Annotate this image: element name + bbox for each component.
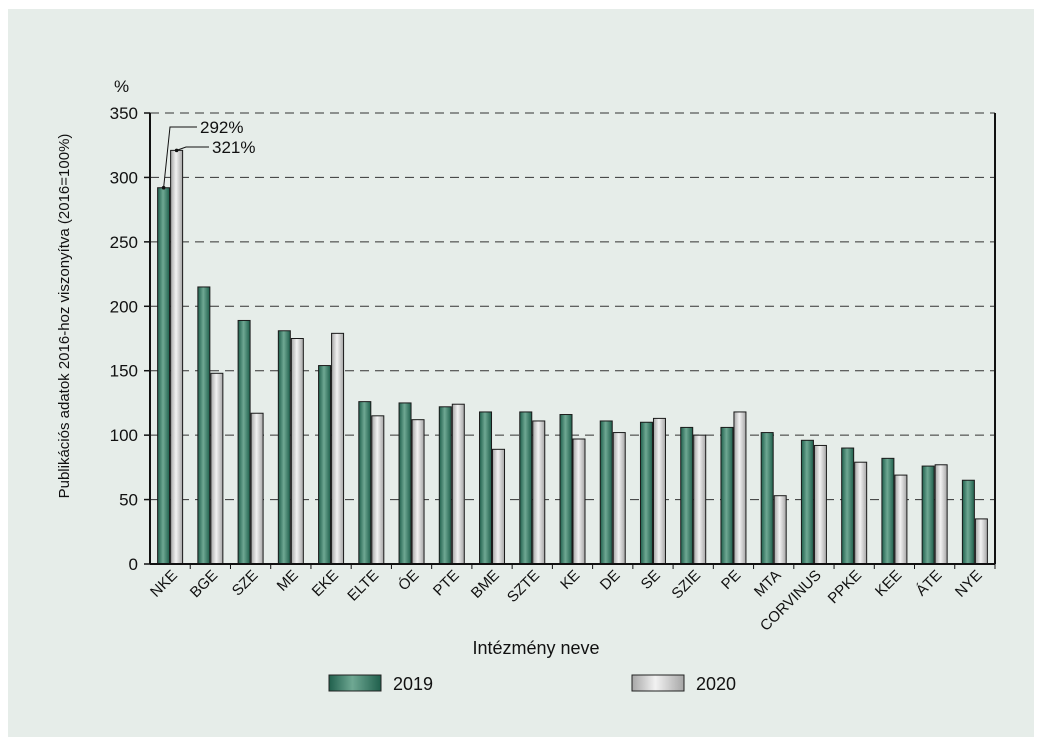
bar-2020-KE [572,438,586,565]
bar-2020-SZIE [693,434,707,565]
bar-2019-ME [277,330,291,565]
bar-2020-CORVINUS [813,444,827,565]
annotation-leader [176,146,209,151]
bar-2020-BME [492,448,506,565]
y-tick-label: 350 [110,104,138,123]
y-axis-title: Publikációs adatok 2016-hoz viszonyítva … [56,134,73,499]
y-axis-ticks: 0 50 100 150 200 250 300 350 [110,104,150,574]
bar-2019-CORVINUS [800,439,814,565]
bar-2019-NYE [961,479,975,565]
x-tick-label: ELTE [344,567,382,605]
bar-2019-SE [639,421,653,565]
bar-2020-BGE [210,372,224,565]
bar-2019-PE [720,426,734,565]
bar-2019-KE [559,414,573,565]
bar-2020-SZTE [532,420,546,565]
x-tick-label: BGE [187,567,221,601]
annotation-dot [161,185,166,190]
x-tick-label: ÁTE [913,567,946,600]
y-tick-label: 300 [110,168,138,187]
bars [157,149,988,565]
x-axis-title: Intézmény neve [472,638,599,658]
y-unit-label: % [114,77,129,96]
bar-2019-SZIE [680,426,694,565]
bar-2020-DE [612,432,626,565]
bar-2020-PPKE [854,461,868,565]
annotation-label: 292% [200,118,243,137]
axes [149,113,996,565]
x-tick-label: SZE [229,567,262,600]
bar-2020-ÓE [411,419,425,565]
bar-2020-SZE [250,412,264,565]
annotations: 292%321% [161,118,255,190]
x-tick-label: KE [557,567,583,593]
y-tick-label: 200 [110,297,138,316]
x-tick-label: NKE [147,567,181,601]
bar-2019-SZE [237,319,251,565]
bar-2020-EKE [331,332,345,565]
bar-2019-KEE [881,457,895,565]
x-tick-label: EKE [309,567,342,600]
bar-2019-ÓE [398,402,412,565]
legend: 2019 2020 [328,674,736,694]
bar-2019-ELTE [358,401,372,565]
x-axis-ticks: NKE BGE SZE ME EKE ELTE ÓE PTE BME SZTE KE DE SE SZIE… [147,564,996,635]
y-tick-label: 0 [129,555,138,574]
x-tick-label: SZIE [668,567,704,603]
bar-2019-PPKE [841,447,855,565]
bar-2019-ÁTE [921,465,935,565]
annotation-dot [174,148,179,153]
x-tick-label: PTE [430,567,463,600]
x-tick-label: DE [597,567,624,594]
bar-2019-SZTE [519,411,533,565]
bar-2019-NKE [157,187,171,565]
bar-2020-NKE [170,149,184,565]
bar-2019-EKE [318,365,332,565]
bar-2019-MTA [760,432,774,565]
annotation-label: 321% [212,138,255,157]
bar-2020-SE [652,417,666,565]
bar-2020-ME [290,338,304,565]
bar-2020-PE [733,411,747,565]
bar-2020-MTA [773,495,787,565]
bar-2019-BGE [197,286,211,565]
x-tick-label: NYE [952,567,986,601]
legend-swatch-2019 [328,674,382,692]
bar-2020-ÁTE [934,464,948,565]
x-tick-label: BME [468,567,503,602]
bar-2019-DE [599,420,613,565]
x-tick-label: ME [274,567,302,595]
legend-label-2020: 2020 [696,674,736,694]
bar-2020-PTE [451,403,465,565]
bar-2020-NYE [974,518,988,565]
x-tick-label: PPKE [825,567,865,607]
y-tick-label: 50 [119,491,138,510]
bar-2020-KEE [894,474,908,565]
y-tick-label: 150 [110,362,138,381]
bar-2020-ELTE [371,415,385,565]
x-tick-label: ÓE [395,567,422,594]
legend-label-2019: 2019 [393,674,433,694]
x-tick-label: MTA [751,567,785,601]
bar-2019-PTE [438,406,452,565]
x-tick-label: KEE [872,567,905,600]
bar-2019-BME [479,411,493,565]
x-tick-label: PE [718,567,744,593]
annotation-leader [163,126,197,188]
x-tick-label: SZTE [504,567,543,606]
legend-swatch-2020 [631,674,685,692]
x-tick-label: SE [638,567,664,593]
y-tick-label: 250 [110,233,138,252]
y-tick-label: 100 [110,426,138,445]
